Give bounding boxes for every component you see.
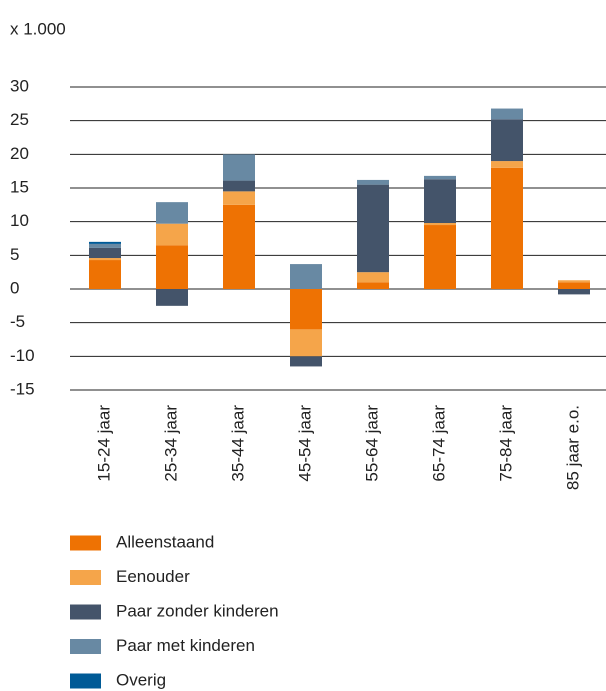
- y-tick-label: -10: [10, 346, 35, 365]
- bar-segment: [223, 204, 255, 289]
- bar-segment: [89, 247, 121, 259]
- legend-swatch: [70, 604, 101, 620]
- y-tick-label: -5: [10, 312, 25, 331]
- bar-segment: [290, 329, 322, 357]
- bar-segment: [223, 154, 255, 181]
- legend-label: Eenouder: [116, 567, 190, 586]
- bar-segment: [89, 243, 121, 248]
- y-tick-label: 25: [10, 110, 29, 129]
- legend-label: Paar zonder kinderen: [116, 601, 279, 620]
- bar-segment: [491, 167, 523, 289]
- bar-segment: [89, 260, 121, 289]
- bar-segment: [424, 223, 456, 226]
- y-tick-label: 10: [10, 211, 29, 230]
- bar-segment: [290, 264, 322, 289]
- bar-segment: [89, 258, 121, 261]
- bar-segment: [558, 289, 590, 295]
- bar-segment: [424, 225, 456, 289]
- x-tick-label: 25-34 jaar: [161, 405, 180, 482]
- bar-segment: [223, 191, 255, 205]
- legend-swatch: [70, 639, 101, 654]
- bar-segment: [357, 179, 389, 185]
- x-tick-label: 55-64 jaar: [362, 405, 381, 482]
- y-tick-label: 15: [10, 177, 29, 196]
- bar-segment: [156, 289, 188, 306]
- bar-segment: [290, 289, 322, 330]
- y-tick-label: 20: [10, 144, 29, 163]
- legend-label: Alleenstaand: [116, 532, 214, 551]
- bar-segment: [223, 180, 255, 192]
- x-tick-label: 75-84 jaar: [496, 405, 515, 482]
- bar-segment: [156, 245, 188, 289]
- bar-segment: [424, 175, 456, 180]
- y-tick-label: -15: [10, 379, 35, 398]
- chart-subtitle: x 1.000: [10, 19, 66, 38]
- bar-segment: [357, 282, 389, 289]
- x-tick-label: 35-44 jaar: [228, 405, 247, 482]
- y-tick-label: 30: [10, 76, 29, 95]
- y-tick-label: 5: [10, 245, 19, 264]
- x-tick-label: 15-24 jaar: [94, 405, 113, 482]
- x-tick-label: 45-54 jaar: [295, 405, 314, 482]
- bar-segment: [156, 223, 188, 246]
- bar-segment: [290, 356, 322, 367]
- x-tick-label: 65-74 jaar: [429, 405, 448, 482]
- bar-segment: [491, 119, 523, 162]
- legend-label: Paar met kinderen: [116, 636, 255, 655]
- legend-swatch: [70, 570, 101, 585]
- bar-segment: [491, 108, 523, 120]
- x-tick-label: 85 jaar e.o.: [563, 405, 582, 490]
- bar-segment: [156, 202, 188, 224]
- bar-segment: [558, 280, 590, 283]
- legend-swatch: [70, 535, 101, 551]
- bar-segment: [491, 161, 523, 168]
- bar-segment: [558, 282, 590, 289]
- bar-segment: [89, 241, 121, 244]
- legend-swatch: [70, 673, 101, 689]
- legend-label: Overig: [116, 670, 166, 689]
- bar-segment: [357, 184, 389, 273]
- bar-segment: [357, 272, 389, 283]
- bar-segment: [424, 179, 456, 224]
- y-tick-label: 0: [10, 278, 19, 297]
